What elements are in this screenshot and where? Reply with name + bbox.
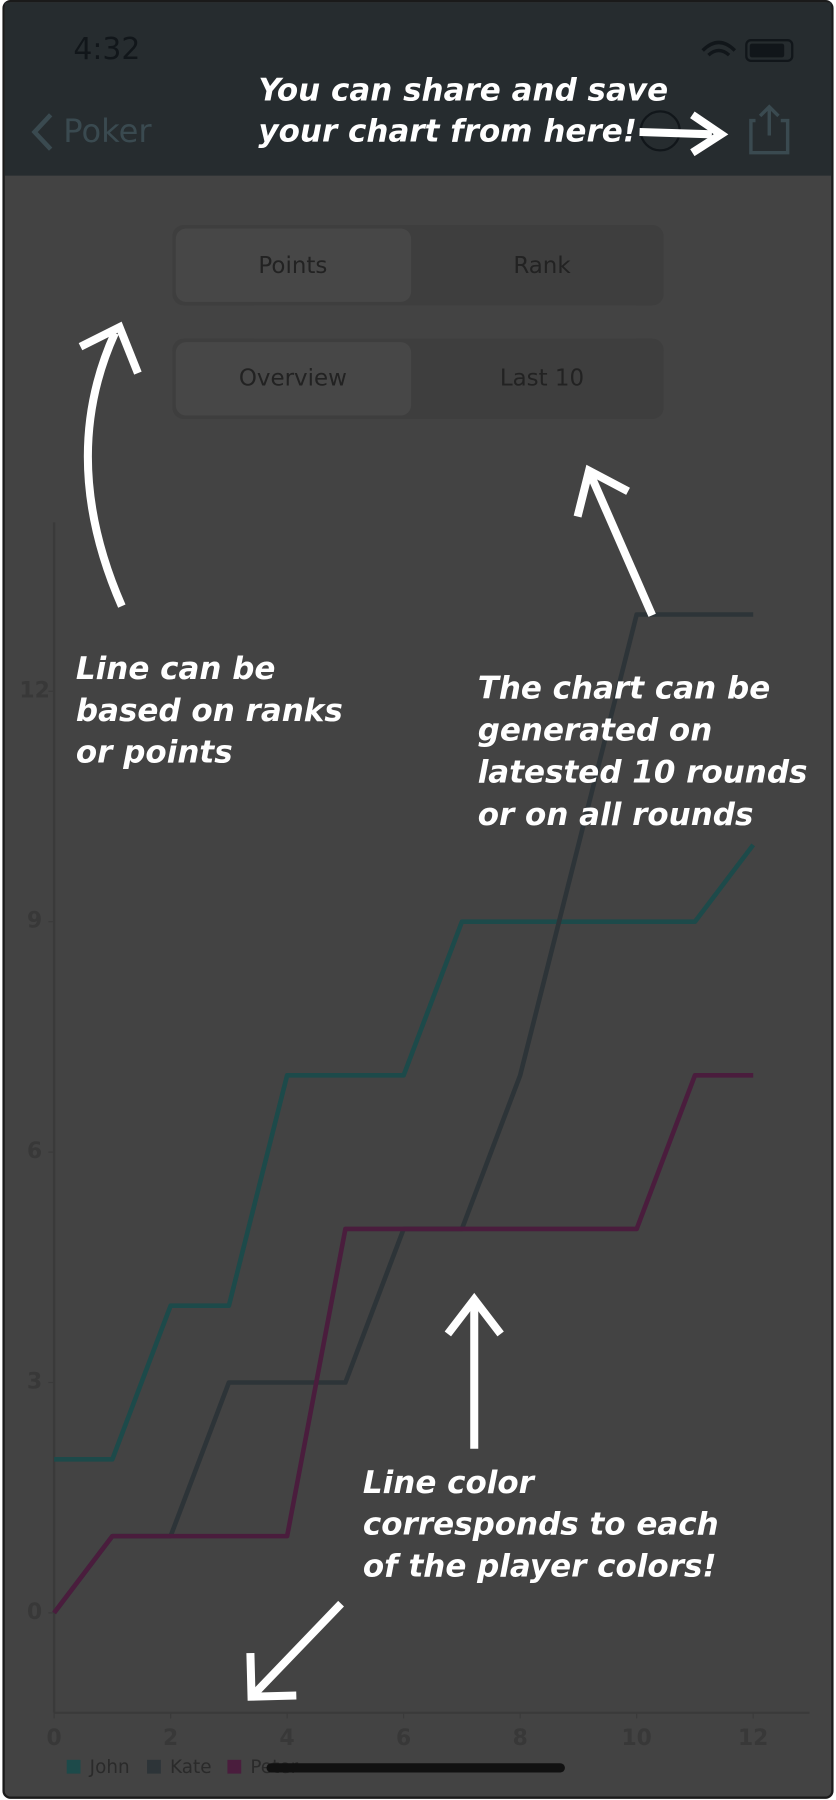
annotation-text: Line color	[363, 1465, 536, 1501]
y-tick-label: 3	[27, 1370, 42, 1395]
status-time: 4:32	[73, 32, 140, 67]
range-segment	[172, 338, 664, 420]
x-tick-label: 4	[280, 1726, 295, 1751]
annotation-text: Line can be	[76, 651, 276, 687]
legend-label: Kate	[170, 1757, 211, 1778]
annotations: You can share and save your chart from he…	[76, 72, 808, 1584]
annotation-text: your chart from here!	[258, 114, 636, 150]
metric-segment	[172, 225, 664, 306]
x-tick-label: 2	[163, 1726, 178, 1751]
segment-option[interactable]: Rank	[513, 253, 571, 279]
y-tick-label: 0	[27, 1600, 42, 1625]
annotation-text: or points	[76, 735, 233, 771]
segment-option[interactable]: Overview	[239, 365, 347, 391]
annotation-text: You can share and save	[258, 72, 668, 108]
back-chevron[interactable]	[31, 113, 53, 151]
x-tick-label: 12	[738, 1726, 768, 1751]
annotation-text: generated on	[478, 713, 713, 749]
legend-swatch	[227, 1759, 242, 1774]
annotation-text: based on ranks	[76, 693, 343, 729]
x-tick-label: 8	[513, 1726, 528, 1751]
arrows	[78, 111, 729, 1701]
y-tick-label: 12	[19, 678, 49, 703]
home-indicator	[266, 1763, 565, 1773]
status-icons	[701, 39, 794, 62]
nav-bar	[4, 2, 832, 176]
annotation-text: corresponds to each	[363, 1507, 719, 1543]
x-tick-label: 0	[47, 1726, 62, 1751]
x-tick-label: 6	[396, 1726, 411, 1751]
share-button[interactable]	[749, 104, 790, 155]
x-tick-label: 10	[622, 1726, 652, 1751]
segment-option[interactable]: Points	[258, 253, 327, 279]
annotation-text: or on all rounds	[478, 797, 754, 833]
annotation-text: latested 10 rounds	[478, 755, 808, 791]
segment-option[interactable]: Last 10	[500, 365, 584, 391]
y-tick-label: 9	[27, 909, 42, 934]
series-line	[52, 1073, 754, 1615]
series-line	[54, 843, 756, 1462]
plot: 036912024681012JohnKatePeter	[19, 612, 768, 1778]
y-tick-label: 6	[27, 1139, 42, 1164]
legend-swatch	[147, 1759, 161, 1774]
legend-swatch	[66, 1759, 81, 1774]
annotation-text: The chart can be	[478, 670, 771, 706]
back-button[interactable]: Poker	[63, 112, 152, 150]
annotation-text: of the player colors!	[363, 1549, 717, 1585]
legend-label: John	[89, 1757, 130, 1778]
